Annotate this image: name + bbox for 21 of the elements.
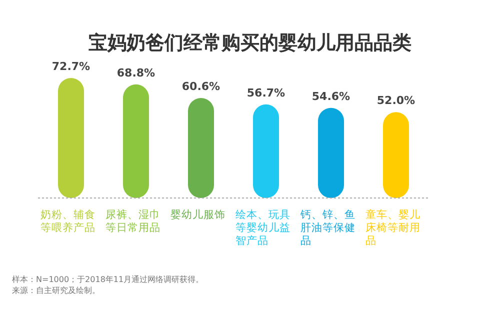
data-label: 60.6%: [182, 80, 220, 93]
bar: [58, 78, 84, 198]
data-label: 54.6%: [312, 90, 350, 103]
x-tick-label: 尿裤、湿巾等日常用品: [106, 208, 160, 234]
data-label: 52.0%: [376, 94, 416, 108]
source-note: 来源：自主研究及绘制。: [12, 285, 101, 296]
x-tick-label: 童车、婴儿床椅等耐用品: [366, 208, 420, 247]
bar: [318, 108, 344, 198]
bar: [383, 112, 409, 198]
text: 样本：N=1000；于2018年11月通过网络调研获得。: [12, 274, 204, 285]
chart-title: 宝妈奶爸们经常购买的婴幼儿用品品类: [88, 31, 412, 56]
data-label: 68.8%: [116, 66, 156, 80]
x-tick-label: 钙、锌、鱼肝油等保健品: [300, 208, 356, 247]
x-tick-label: 婴幼儿服饰: [170, 208, 226, 221]
x-tick-label: 绘本、玩具等婴幼儿益智产品: [236, 208, 290, 247]
bar: [253, 104, 279, 198]
x-tick-label: 奶粉、辅食等喂养产品: [40, 209, 96, 234]
bar: [123, 84, 149, 198]
data-label: 72.7%: [52, 60, 90, 73]
bar: [188, 98, 214, 198]
data-label: 56.7%: [246, 86, 286, 100]
